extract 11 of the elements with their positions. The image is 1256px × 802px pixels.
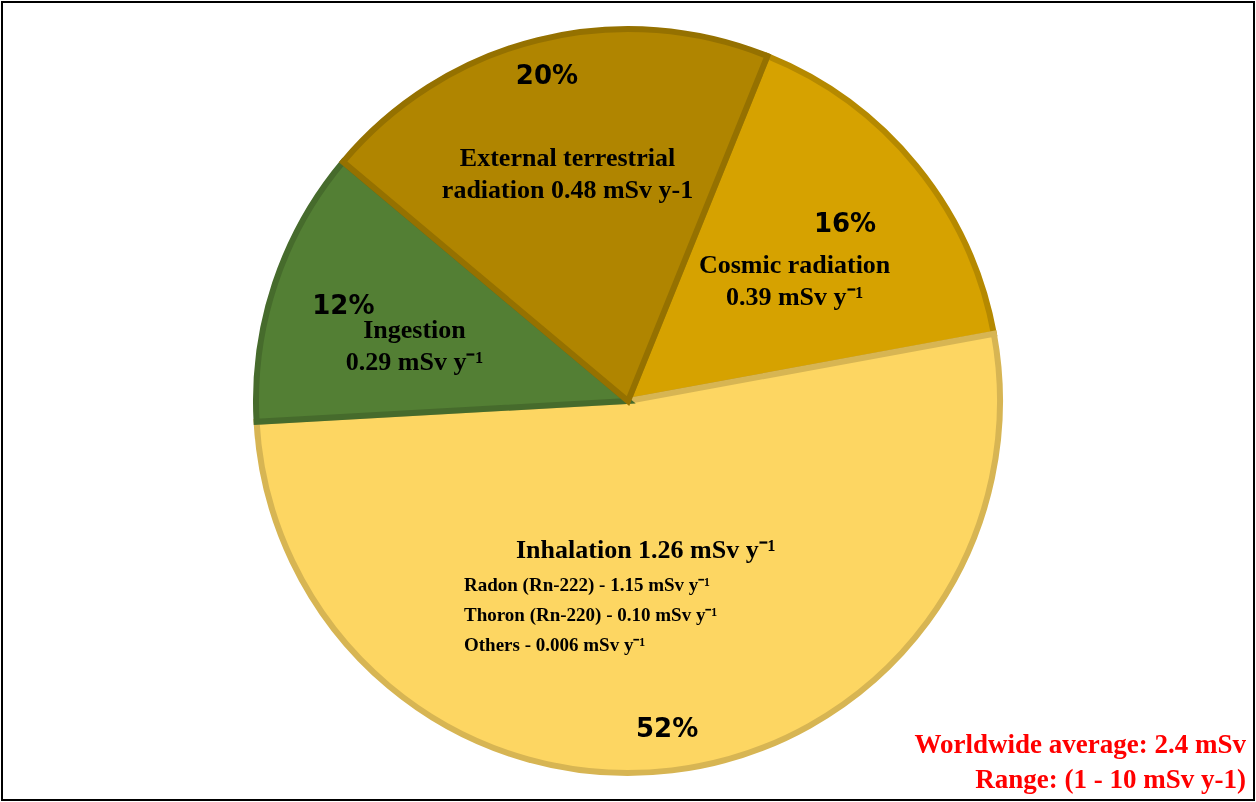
- data-label: 16%: [813, 208, 877, 239]
- text: Others - 0.006 mSv y⁻¹: [464, 634, 646, 655]
- text: Thoron (Rn-220) - 0.10 mSv y⁻¹: [464, 604, 718, 626]
- text: Range: (1 - 10 mSv y-1): [975, 764, 1246, 794]
- slice-label: External terrestrial radiation 0.48 mSv y-1: [441, 143, 694, 205]
- text: Worldwide average: 2.4 mSv: [914, 729, 1247, 759]
- slice-label: Inhalation 1.26 mSv y⁻¹: [515, 534, 776, 564]
- data-label: 20%: [515, 59, 579, 90]
- slice-label: Cosmic radiation 0.39 mSv y⁻¹: [698, 250, 891, 312]
- data-label: 52%: [635, 712, 699, 743]
- text: Radon (Rn-222) - 1.15 mSv y⁻¹: [464, 574, 711, 596]
